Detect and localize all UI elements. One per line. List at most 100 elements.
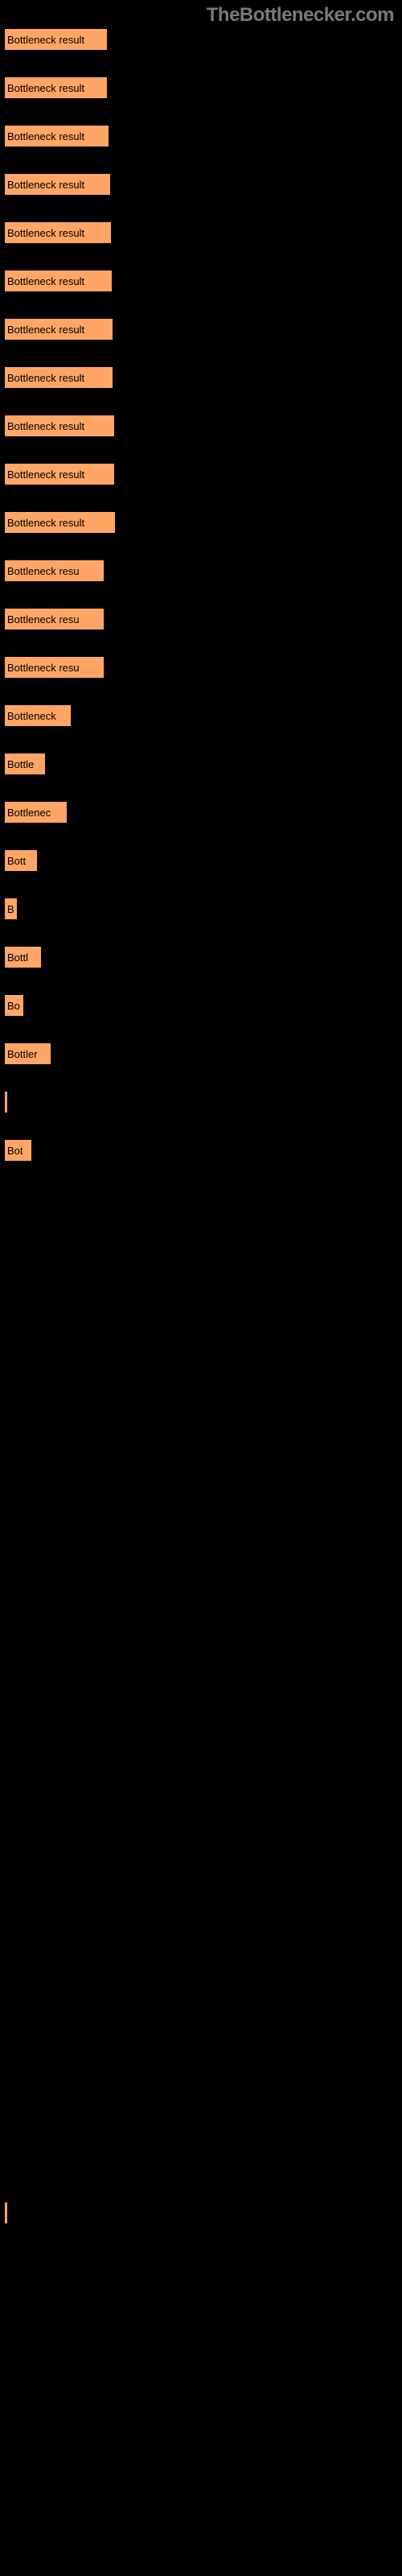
bar-row <box>4 1236 402 1258</box>
bar: Bottleneck result <box>4 173 111 196</box>
bar-row: Bottleneck result <box>4 366 402 389</box>
bar-row <box>4 1912 402 1934</box>
bar: Bottleneck result <box>4 415 115 437</box>
bar: Bottleneck resu <box>4 608 105 630</box>
bar-label: Bottleneck result <box>7 227 84 239</box>
bar-label: Bottleneck resu <box>7 565 80 577</box>
bar-row <box>4 2202 402 2224</box>
bar-row <box>4 2443 402 2466</box>
bar-row <box>4 1187 402 1210</box>
bar-row: Bottler <box>4 1042 402 1065</box>
bar: Bottleneck result <box>4 511 116 534</box>
bar-row <box>4 1477 402 1500</box>
bar-label: Bott <box>7 855 26 867</box>
bar-label: Bottleneck result <box>7 34 84 46</box>
bar-row <box>4 1381 402 1403</box>
bar-row: Bottleneck result <box>4 318 402 341</box>
bar: Bottl <box>4 946 42 968</box>
bar-row <box>4 1622 402 1645</box>
bar-row: Bottleneck result <box>4 76 402 99</box>
bar-label: Bottleneck result <box>7 130 84 142</box>
bar-row <box>4 1767 402 1790</box>
bar-label: B <box>7 903 14 915</box>
bar-row <box>4 1525 402 1548</box>
bar: Bot <box>4 1139 32 1162</box>
bar-row <box>4 1332 402 1355</box>
bar-row: Bottlenec <box>4 801 402 824</box>
bar-label: Bottleneck result <box>7 82 84 94</box>
bar-row: Bottleneck result <box>4 173 402 196</box>
bar-row <box>4 1960 402 1983</box>
bar: Bottleneck result <box>4 463 115 485</box>
bar: Bottleneck resu <box>4 559 105 582</box>
bar-row <box>4 2057 402 2079</box>
bar-row <box>4 1719 402 1741</box>
bar: Bottleneck result <box>4 270 113 292</box>
bar: Bottleneck resu <box>4 656 105 679</box>
bar-row <box>4 2491 402 2514</box>
bar <box>4 1091 8 1113</box>
bar-row <box>4 1815 402 1838</box>
bar: Bottleneck result <box>4 125 109 147</box>
bar: Bo <box>4 994 24 1017</box>
bar-row: Bott <box>4 849 402 872</box>
bar-label: Bottleneck result <box>7 275 84 287</box>
bar-row <box>4 1574 402 1596</box>
bar-row: Bot <box>4 1139 402 1162</box>
bar-label: Bo <box>7 1000 20 1012</box>
bar-row: Bottleneck result <box>4 28 402 51</box>
bar-row <box>4 2008 402 2031</box>
bar-row <box>4 1429 402 1451</box>
bar-row: Bottleneck <box>4 704 402 727</box>
bar-row: Bottleneck result <box>4 415 402 437</box>
bar-label: Bottleneck result <box>7 179 84 191</box>
bar-row: Bo <box>4 994 402 1017</box>
bar-label: Bottler <box>7 1048 38 1060</box>
bar-row <box>4 1670 402 1693</box>
bar <box>4 2202 8 2224</box>
bar: B <box>4 898 18 920</box>
bar-label: Bottleneck result <box>7 372 84 384</box>
bar: Bott <box>4 849 38 872</box>
bar: Bottleneck result <box>4 28 108 51</box>
bar: Bottlenec <box>4 801 68 824</box>
bar-row <box>4 2250 402 2273</box>
bar-row: Bottl <box>4 946 402 968</box>
bar-row <box>4 2298 402 2321</box>
bar-row <box>4 1284 402 1307</box>
bar-label: Bot <box>7 1145 23 1157</box>
bar: Bottleneck <box>4 704 72 727</box>
bar-row: Bottleneck result <box>4 270 402 292</box>
bar-label: Bottl <box>7 952 28 964</box>
bar-row: Bottle <box>4 753 402 775</box>
bar-row <box>4 2105 402 2128</box>
bar-label: Bottleneck <box>7 710 56 722</box>
bar: Bottleneck result <box>4 366 113 389</box>
bar-label: Bottlenec <box>7 807 51 819</box>
bar-row: Bottleneck resu <box>4 656 402 679</box>
bar-row: Bottleneck resu <box>4 559 402 582</box>
bar-label: Bottleneck resu <box>7 613 80 625</box>
bar: Bottleneck result <box>4 318 113 341</box>
bar: Bottleneck result <box>4 221 112 244</box>
bar: Bottle <box>4 753 46 775</box>
bar: Bottler <box>4 1042 51 1065</box>
bar-row <box>4 1091 402 1113</box>
bar-row <box>4 2395 402 2417</box>
bar-label: Bottleneck result <box>7 324 84 336</box>
bar-label: Bottleneck resu <box>7 662 80 674</box>
bar-chart: Bottleneck result Bottleneck result Bottle… <box>0 0 402 2514</box>
bar-row: Bottleneck result <box>4 125 402 147</box>
bar-row: B <box>4 898 402 920</box>
bar-label: Bottleneck result <box>7 420 84 432</box>
bar-row: Bottleneck result <box>4 221 402 244</box>
bar: Bottleneck result <box>4 76 108 99</box>
bar-row <box>4 1864 402 1886</box>
bar-row <box>4 2347 402 2369</box>
bar-row: Bottleneck result <box>4 511 402 534</box>
bar-label: Bottle <box>7 758 34 770</box>
bar-label: Bottleneck result <box>7 469 84 481</box>
bar-row: Bottleneck result <box>4 463 402 485</box>
watermark: TheBottlenecker.com <box>207 4 394 27</box>
bar-label: Bottleneck result <box>7 517 84 529</box>
